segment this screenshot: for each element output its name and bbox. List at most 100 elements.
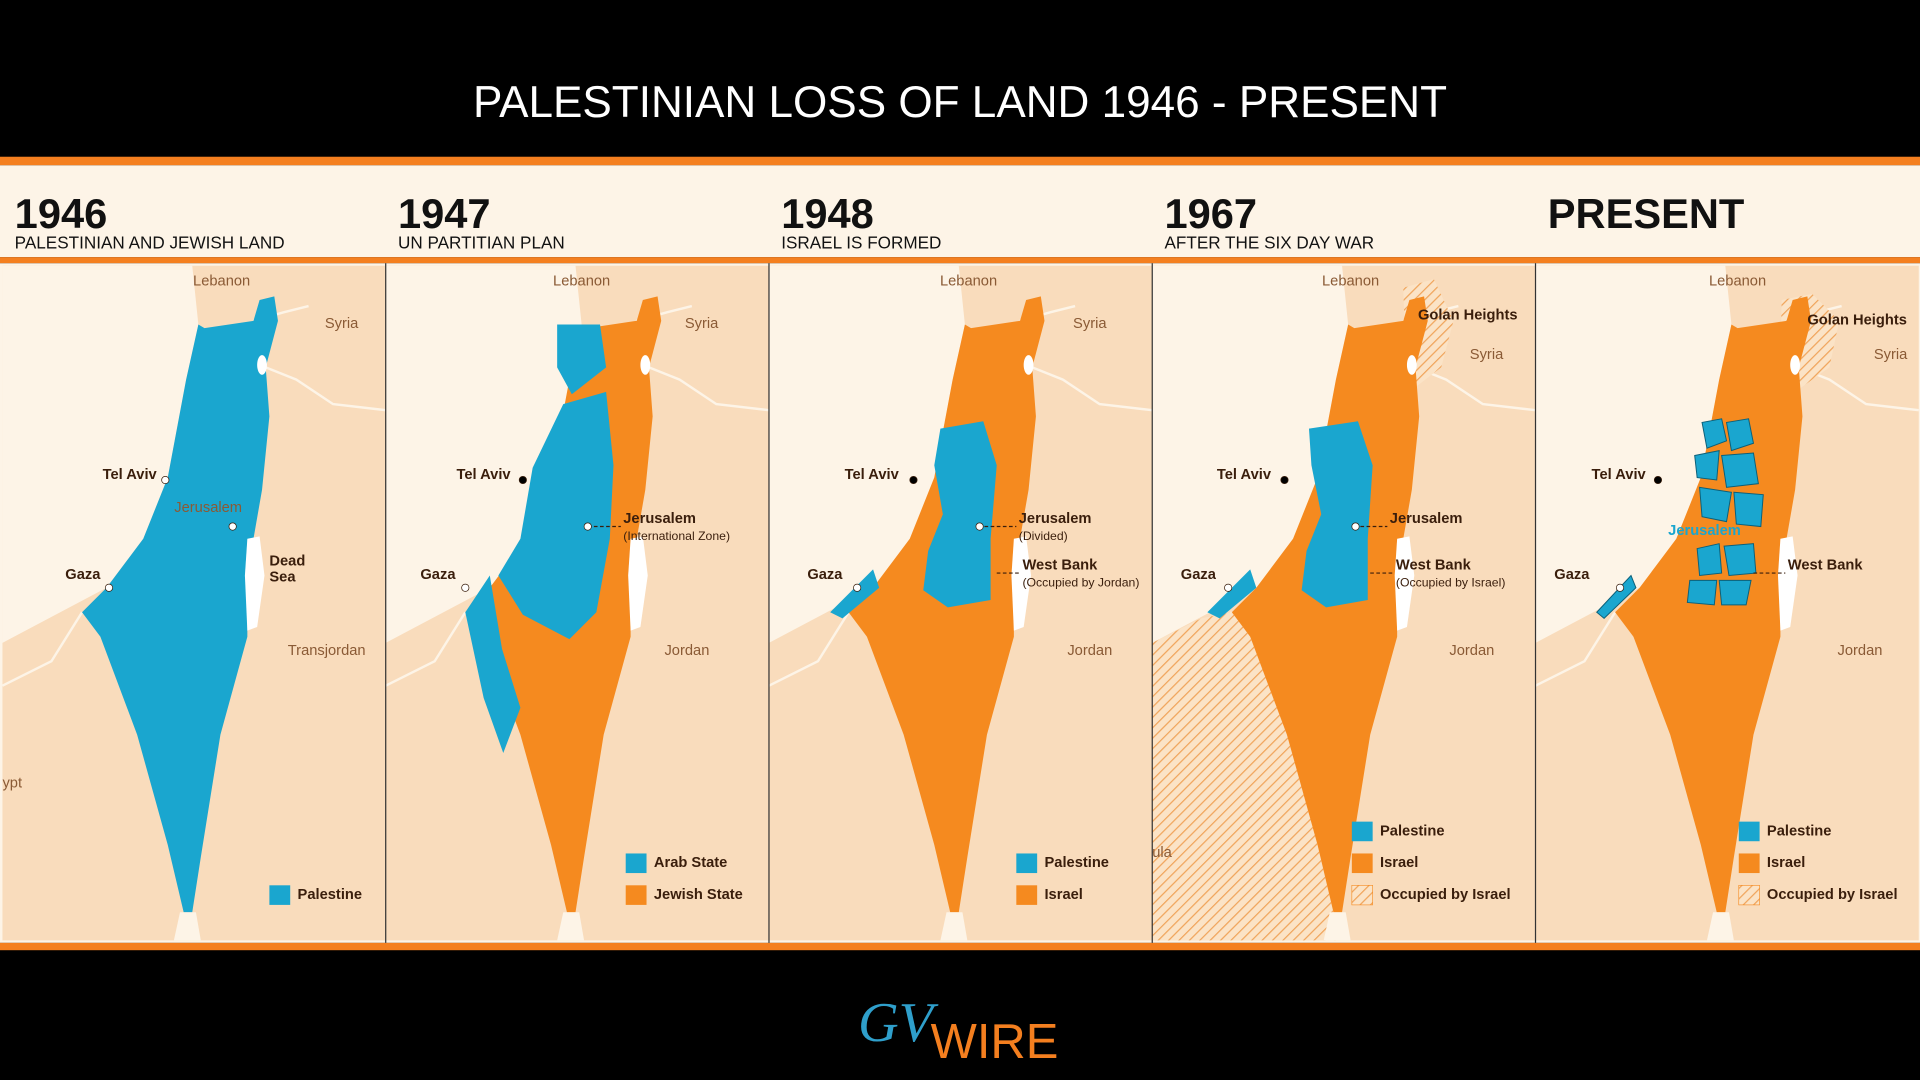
palestinian-area <box>465 575 521 754</box>
map-label: Dead <box>269 554 305 570</box>
map-label: Jerusalem <box>174 500 242 516</box>
panel-year: 1946 <box>15 190 108 237</box>
palestinian-area <box>1699 486 1732 523</box>
sea-inlet <box>1323 912 1351 941</box>
map-label: Jerusalem <box>623 511 696 527</box>
map-label: Jordan <box>1449 643 1494 659</box>
city-dot <box>228 522 237 531</box>
legend-label: Jewish State <box>654 887 743 903</box>
page-title: PALESTINIAN LOSS OF LAND 1946 - PRESENT <box>473 78 1447 127</box>
sea-inlet <box>940 912 968 941</box>
map-label: West Bank <box>1396 557 1472 573</box>
dead-sea <box>244 536 265 631</box>
panel-subtitle: UN PARTITIAN PLAN <box>398 233 565 253</box>
palestinian-area <box>1721 452 1759 488</box>
palestinian-area <box>1723 543 1757 577</box>
legend-label: Occupied by Israel <box>1380 887 1511 903</box>
map-label: Lebanon <box>1322 273 1379 289</box>
palestinian-area <box>557 324 607 395</box>
border <box>1031 366 1153 412</box>
legend-label: Palestine <box>298 887 362 903</box>
map-label: Tel Aviv <box>1592 467 1647 483</box>
map-label: West Bank <box>1022 557 1098 573</box>
border <box>385 611 467 687</box>
border <box>768 611 850 687</box>
legend-swatch <box>1351 821 1373 842</box>
city-dot <box>1615 583 1625 592</box>
sea <box>2 265 199 643</box>
logo-text: WIRE <box>931 1015 1059 1069</box>
map-label: (Occupied by Jordan) <box>1022 576 1139 590</box>
city-dot <box>1351 522 1360 531</box>
map-label: Golan Heights <box>1807 312 1907 328</box>
city-dot <box>1224 583 1233 592</box>
panel-year: 1948 <box>781 190 874 237</box>
sea <box>1535 265 1732 643</box>
map-label: Syria <box>1874 347 1908 363</box>
legend-swatch <box>625 853 647 874</box>
palestinian-area <box>1696 543 1723 577</box>
map-label: Golan Heights <box>1418 308 1518 324</box>
border <box>648 366 770 412</box>
city-dot <box>461 583 470 592</box>
map-label: Lebanon <box>193 273 250 289</box>
palestinian-area <box>1725 418 1755 452</box>
city-dot <box>583 522 592 531</box>
legend-label: Arab State <box>654 855 727 871</box>
legend-label: Occupied by Israel <box>1767 887 1898 903</box>
map-label: (International Zone) <box>623 529 730 543</box>
map-label: ypt <box>2 775 22 791</box>
legend-label: Palestine <box>1380 823 1445 839</box>
map-label: Jerusalem <box>1668 523 1741 539</box>
dead-sea <box>1394 536 1415 631</box>
legend-swatch <box>1016 885 1038 905</box>
map-label: Jordan <box>1838 643 1883 659</box>
panel-year: 1947 <box>398 190 491 237</box>
sea <box>1152 265 1349 643</box>
legend-swatch <box>269 885 291 905</box>
map-label: West Bank <box>1788 557 1864 573</box>
panel-subtitle: AFTER THE SIX DAY WAR <box>1164 233 1374 253</box>
map-label: Gaza <box>807 567 843 583</box>
city-dot <box>1653 475 1662 485</box>
map-label: Syria <box>1073 316 1107 332</box>
map-label: Sea <box>269 570 296 586</box>
sea <box>768 265 965 643</box>
map-label: Syria <box>685 316 719 332</box>
palestinian-area <box>1301 421 1373 608</box>
border <box>1 611 84 687</box>
lake <box>257 355 267 375</box>
city-dot <box>104 583 114 592</box>
border <box>1534 611 1617 687</box>
city-dot <box>161 475 170 485</box>
stripe <box>0 942 1920 951</box>
map-label: Lebanon <box>1709 273 1766 289</box>
map-label: Lebanon <box>940 273 997 289</box>
map-label: Jerusalem <box>1390 511 1463 527</box>
map-label: Syria <box>325 316 359 332</box>
city-dot <box>909 475 918 485</box>
palestinian-area <box>923 421 997 608</box>
dead-sea <box>628 536 648 631</box>
map-label: ula <box>1152 845 1172 861</box>
dead-sea <box>1011 536 1032 631</box>
border <box>265 366 386 412</box>
map-label: (Occupied by Israel) <box>1396 576 1505 590</box>
map-panel: PRESENT Lebanon Golan Heights Syria Tel Aviv… <box>1534 190 1919 941</box>
legend-swatch <box>1016 853 1038 874</box>
lake <box>1406 355 1417 375</box>
legend-swatch <box>1738 885 1760 906</box>
header-band <box>0 165 1920 258</box>
map-label: Tel Aviv <box>103 467 158 483</box>
city-dot <box>975 522 984 531</box>
map-label: Tel Aviv <box>1217 467 1272 483</box>
map-label: Gaza <box>65 567 101 583</box>
stripe <box>0 257 1920 264</box>
palestinian-area <box>1701 418 1728 449</box>
sea <box>385 265 582 643</box>
legend-swatch <box>1351 885 1373 906</box>
